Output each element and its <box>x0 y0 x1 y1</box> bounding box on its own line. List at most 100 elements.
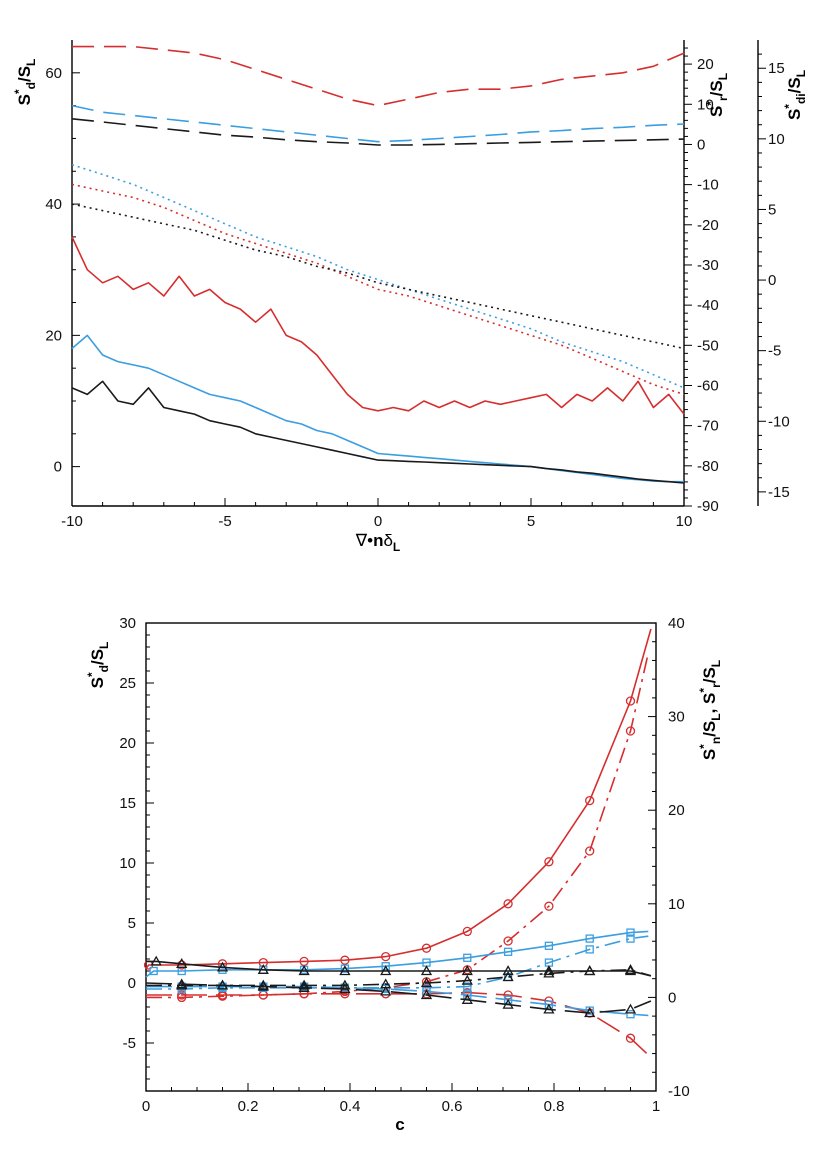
series-bottom-6-point-7 <box>380 965 392 976</box>
series-bottom-3-point-10 <box>503 947 513 956</box>
series-top-0-line <box>71 236 685 415</box>
bottom-left-tick-label: 15 <box>119 795 136 812</box>
bottom-left-tick-label: 25 <box>119 675 136 692</box>
series-bottom-8-point-4 <box>298 981 310 992</box>
top-right1-axis-title: S*r/SL <box>704 73 730 117</box>
series-top-1-line <box>71 334 684 483</box>
series-bottom-6-point-9 <box>461 965 473 976</box>
series-bottom-5-point-10 <box>544 1000 554 1009</box>
bottom-right-tick-label: 20 <box>668 802 685 819</box>
bottom-plot-frame <box>145 622 657 1092</box>
series-bottom-8-point-2 <box>216 979 229 990</box>
bottom-left-axis-title: S*d/SL <box>85 642 111 689</box>
top-right1-tick-label: 0 <box>697 136 705 153</box>
series-bottom-8-point-3 <box>257 980 269 991</box>
series-bottom-0-point-10 <box>503 899 513 909</box>
top-right2-tick-label: 10 <box>768 131 785 148</box>
series-bottom-7-point-7 <box>420 977 433 988</box>
series-bottom-1-point-12 <box>625 726 636 736</box>
series-bottom-5-line <box>146 985 649 1017</box>
bottom-left-tick-label: 5 <box>128 915 136 932</box>
series-bottom-8-point-11 <box>584 1007 596 1018</box>
top-right1-tick-label: 20 <box>697 56 714 73</box>
series-bottom-4-point-8 <box>463 982 472 991</box>
series-bottom-5-point-6 <box>381 984 390 994</box>
series-bottom-5-point-12 <box>626 1010 635 1019</box>
series-bottom-6-point-4 <box>257 963 269 974</box>
top-x-tick-label: 10 <box>676 513 693 530</box>
top-right2-tick-label: 5 <box>768 201 776 218</box>
top-right2-tick-label: -5 <box>768 343 781 360</box>
top-right2-tick-label: 15 <box>768 60 785 77</box>
series-bottom-3-point-1 <box>149 966 158 976</box>
series-bottom-8-point-6 <box>380 985 392 996</box>
series-bottom-0-point-11 <box>544 857 554 867</box>
series-bottom-6-point-8 <box>420 965 433 976</box>
series-top-8-line <box>71 203 685 350</box>
series-bottom-1-point-11 <box>585 846 595 856</box>
top-x-tick-label: -5 <box>218 513 231 530</box>
series-bottom-2-point-12 <box>625 1033 636 1043</box>
top-right2-axis-title: S*di/SL <box>782 70 808 120</box>
top-right1-tick-label: 10 <box>697 96 714 113</box>
bottom-right-axis-title: S*n/SL, S*r/SL <box>697 660 723 760</box>
top-right2-tick-label: 0 <box>768 272 776 289</box>
top-x-tick-label: 0 <box>374 513 382 530</box>
series-top-5-line <box>71 118 685 146</box>
series-bottom-4-line <box>146 935 649 990</box>
series-top-3-line <box>72 45 685 107</box>
top-left-tick-label: 0 <box>54 459 62 476</box>
series-bottom-3-point-12 <box>585 934 594 943</box>
bottom-left-tick-label: -5 <box>123 1035 136 1052</box>
top-right1-tick-label: -90 <box>697 498 719 515</box>
top-right2-tick-label: -10 <box>768 413 790 430</box>
bottom-x-tick-label: 0.8 <box>544 1098 565 1115</box>
bottom-left-tick-label: 0 <box>128 975 136 992</box>
top-right1-tick-label: -10 <box>697 177 719 194</box>
bottom-x-tick-label: 1 <box>652 1098 660 1115</box>
series-bottom-8-point-12 <box>624 1003 637 1014</box>
series-bottom-8-point-8 <box>461 993 473 1004</box>
series-bottom-1-point-1 <box>177 992 187 1003</box>
top-left-tick-label: 20 <box>45 327 62 344</box>
series-bottom-5-point-11 <box>585 1006 594 1015</box>
series-bottom-7-point-9 <box>502 971 514 982</box>
series-top-7-line <box>71 163 685 389</box>
bottom-x-tick-label: 0.4 <box>340 1098 361 1115</box>
series-bottom-4-point-12 <box>626 934 635 943</box>
series-bottom-3-point-9 <box>463 953 472 962</box>
series-bottom-8-point-10 <box>543 1003 555 1014</box>
series-bottom-2-line <box>146 991 649 1056</box>
series-top-2-line <box>71 380 685 484</box>
series-top-6-line <box>71 183 685 396</box>
top-left-tick-label: 60 <box>45 65 62 82</box>
series-bottom-0-point-2 <box>177 960 187 970</box>
series-bottom-0-point-6 <box>340 955 350 965</box>
series-bottom-3-point-7 <box>381 962 390 971</box>
series-bottom-0-line <box>145 628 652 970</box>
bottom-x-tick-label: 0.2 <box>238 1098 259 1115</box>
top-right1-tick-label: -20 <box>697 217 719 234</box>
top-x-tick-label: 5 <box>527 513 535 530</box>
bottom-x-axis-title: c <box>395 1115 404 1134</box>
series-bottom-7-line <box>146 968 652 987</box>
series-bottom-7-point-8 <box>461 974 473 985</box>
series-bottom-5-point-8 <box>463 990 472 1000</box>
series-bottom-6-point-5 <box>298 965 310 976</box>
series-bottom-0-point-8 <box>421 943 432 953</box>
series-bottom-1-line <box>146 652 650 999</box>
series-bottom-1-point-10 <box>544 901 554 911</box>
series-bottom-8-point-7 <box>420 989 433 1000</box>
series-bottom-6-point-10 <box>502 965 514 976</box>
series-bottom-7-point-10 <box>543 967 555 978</box>
series-bottom-0-point-13 <box>625 696 636 706</box>
bottom-right-tick-label: 10 <box>668 896 685 913</box>
series-bottom-0-point-12 <box>585 795 595 806</box>
series-bottom-8-point-5 <box>339 983 351 994</box>
bottom-right-tick-label: 40 <box>668 615 685 632</box>
series-bottom-4-point-11 <box>585 945 594 954</box>
bottom-right-tick-label: -10 <box>668 1083 690 1100</box>
top-right1-tick-label: -70 <box>697 418 719 435</box>
top-x-tick-label: -10 <box>61 513 83 530</box>
